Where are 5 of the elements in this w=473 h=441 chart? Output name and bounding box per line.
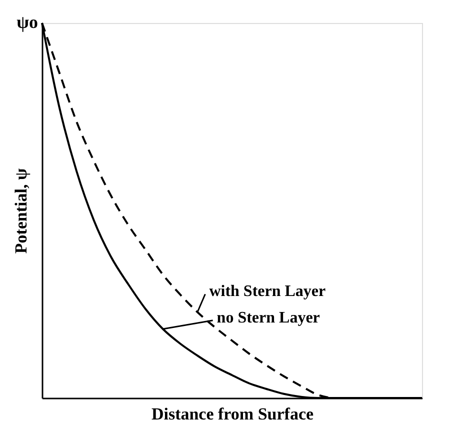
x-axis-title: Distance from Surface [151,404,314,424]
series-label: with Stern Layer [209,283,326,300]
text: ψo [16,12,38,32]
y-axis-title: Potential, ψ [12,168,30,254]
legend-label: no Stern Layer [216,309,320,326]
